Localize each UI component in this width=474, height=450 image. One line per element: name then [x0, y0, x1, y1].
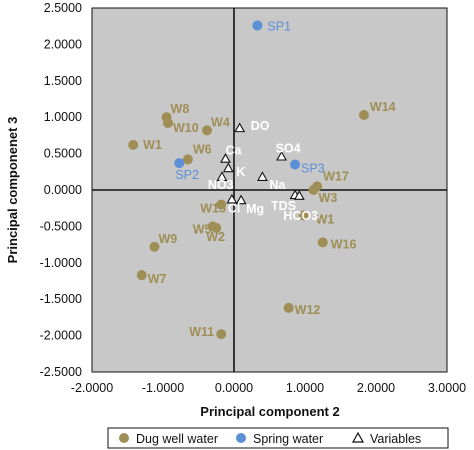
legend-dug-well-icon [119, 433, 129, 443]
dug-well-marker [182, 154, 193, 165]
legend-label: Dug well water [136, 432, 218, 446]
point-label: NO3 [208, 178, 234, 192]
x-axis-title: Principal component 2 [200, 404, 339, 419]
y-tick-label: 1.5000 [44, 74, 82, 88]
x-tick-label: -1.0000 [142, 381, 184, 395]
variable-marker [226, 193, 238, 204]
dug-well-marker [283, 302, 294, 313]
x-tick-label: -2.0000 [71, 381, 113, 395]
x-tick-label: 2.0000 [357, 381, 395, 395]
point-label: W8 [171, 102, 190, 116]
y-tick-label: -1.5000 [40, 292, 82, 306]
variable-marker [256, 171, 268, 181]
y-tick-label: -2.5000 [40, 365, 82, 379]
y-tick-labels: 2.5000 2.0000 1.5000 1.0000 0.5000 0.0000 -0.5… [40, 1, 82, 379]
y-tick-label: -0.5000 [40, 219, 82, 233]
point-label: W15 [200, 202, 226, 216]
point-label: Na [269, 178, 286, 192]
legend-box [107, 427, 449, 449]
point-label: Ca [225, 144, 242, 158]
point-label: W12 [295, 303, 321, 317]
variable-marker [222, 162, 234, 173]
point-label: W3 [319, 191, 338, 205]
point-label: W2 [206, 230, 225, 244]
point-label: W16 [331, 237, 357, 251]
spring-water-marker [174, 158, 185, 169]
dug-well-marker [136, 270, 147, 281]
point-label: W10 [173, 121, 199, 135]
point-label: W1 [316, 212, 335, 226]
x-tick-label: 1.0000 [286, 381, 324, 395]
dug-well-marker [202, 125, 213, 136]
point-label: W11 [189, 325, 214, 339]
x-tick-label: 3.0000 [428, 381, 466, 395]
spring-water-marker [290, 159, 301, 170]
point-label: SO4 [276, 142, 301, 156]
point-label: W1 [143, 138, 162, 152]
legend-label: Spring water [253, 432, 323, 446]
dug-well-marker [308, 185, 319, 195]
y-tick-label: 0.0000 [44, 183, 82, 197]
variable-marker [220, 153, 231, 163]
variable-marker [216, 171, 228, 181]
point-label: SP3 [301, 162, 325, 176]
dug-well-marker [216, 199, 227, 210]
variable-marker [235, 194, 247, 205]
point-label: W7 [148, 272, 167, 286]
y-tick-label: 0.5000 [44, 147, 82, 161]
point-label: K [236, 165, 245, 179]
point-label: W4 [211, 115, 230, 129]
data-points [128, 20, 369, 340]
y-tick-label: -1.0000 [40, 256, 82, 270]
point-label: TDS [271, 199, 296, 213]
legend-label: Variables [370, 432, 421, 446]
point-label: Cl [228, 201, 241, 215]
point-label: HCO3 [283, 209, 318, 223]
y-tick-label: 1.0000 [44, 110, 82, 124]
dug-well-marker [216, 329, 227, 340]
dug-well-marker [211, 222, 222, 233]
legend-variables-icon [351, 431, 365, 443]
dug-well-marker [149, 241, 160, 252]
y-axis-title: Principal componenet 3 [5, 117, 20, 264]
point-label: SP1 [267, 19, 291, 33]
x-tick-label: 0.0000 [215, 381, 253, 395]
variable-marker [234, 122, 246, 133]
dug-well-marker [128, 139, 139, 150]
dug-well-marker [162, 118, 173, 129]
y-tick-label: 2.5000 [44, 1, 82, 15]
spring-water-marker [252, 20, 263, 31]
point-label: DO [251, 119, 270, 133]
point-label: SP2 [175, 168, 199, 182]
legend-spring-water-icon [236, 433, 246, 443]
point-label: W14 [370, 100, 396, 114]
variable-marker [276, 150, 288, 161]
point-label: Mg [246, 202, 264, 216]
y-tick-label: -2.0000 [40, 329, 82, 343]
point-label: W17 [323, 169, 349, 183]
dug-well-marker [358, 110, 369, 121]
dug-well-marker [298, 210, 309, 221]
point-label: W6 [193, 142, 212, 156]
point-label: W9 [158, 232, 177, 246]
variable-marker [293, 190, 305, 200]
point-label: W5 [193, 222, 212, 236]
y-tick-label: 2.0000 [44, 37, 82, 51]
legend: Dug well water Spring water Variables [119, 431, 421, 446]
x-tick-labels: -2.0000 -1.0000 0.0000 1.0000 2.0000 3.0000 [71, 381, 466, 395]
dug-well-marker [317, 237, 328, 248]
